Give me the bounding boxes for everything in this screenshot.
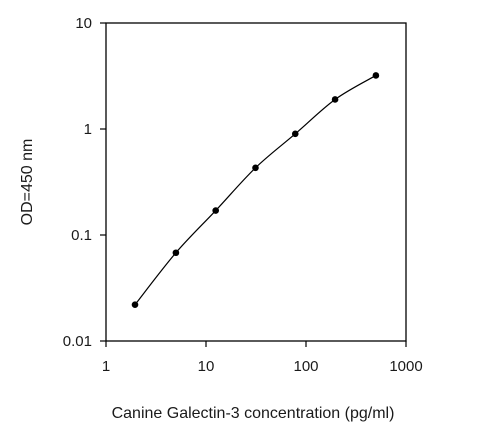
y-tick-label: 1 (84, 121, 92, 138)
plot-frame (105, 22, 407, 342)
data-point (172, 249, 180, 257)
y-tick-label: 10 (75, 15, 92, 32)
x-tick-label: 100 (293, 358, 318, 375)
y-tick-label: 0.01 (63, 333, 92, 350)
fitted-curve (134, 74, 377, 306)
data-point (372, 72, 380, 79)
x-tick-label: 10 (198, 358, 215, 375)
x-axis-title: Canine Galectin-3 concentration (pg/ml) (112, 405, 395, 422)
data-point (252, 164, 259, 172)
data-point (131, 301, 139, 309)
x-tick-label: 1000 (389, 358, 422, 375)
y-axis-title: OD=450 nm (19, 139, 36, 226)
data-point (291, 130, 299, 138)
y-axis: 10 1 0.1 0.01 (63, 15, 106, 350)
data-point (212, 207, 219, 214)
y-tick-label: 0.1 (71, 227, 92, 244)
x-tick-label: 1 (102, 358, 110, 375)
data-points (131, 72, 380, 309)
x-axis: 1 10 100 1000 (102, 341, 423, 375)
data-point (331, 96, 339, 103)
